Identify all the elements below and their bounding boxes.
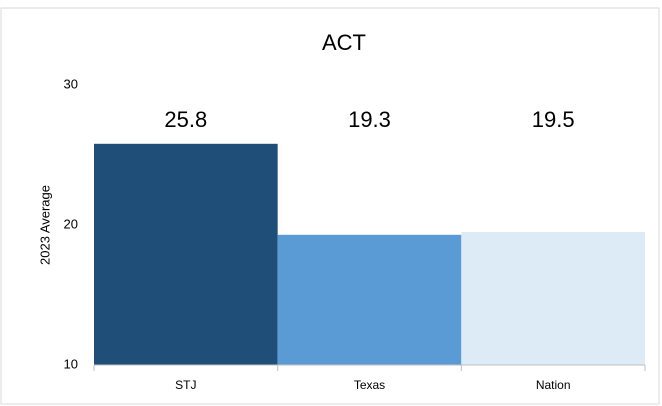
bar (277, 234, 462, 365)
bar (94, 143, 278, 365)
x-tick-label: STJ (175, 378, 196, 392)
x-tick-label: Texas (354, 378, 385, 392)
bar (461, 232, 645, 365)
y-tick-label: 10 (64, 356, 78, 371)
x-tick-label: Nation (536, 378, 571, 392)
y-tick-label: 30 (64, 76, 78, 91)
chart-title: ACT (322, 30, 366, 55)
data-label: 19.3 (348, 107, 391, 132)
data-label: 19.5 (532, 107, 575, 132)
y-tick-label: 20 (64, 216, 78, 231)
y-axis-label: 2023 Average (37, 185, 52, 265)
data-label: 25.8 (164, 107, 207, 132)
